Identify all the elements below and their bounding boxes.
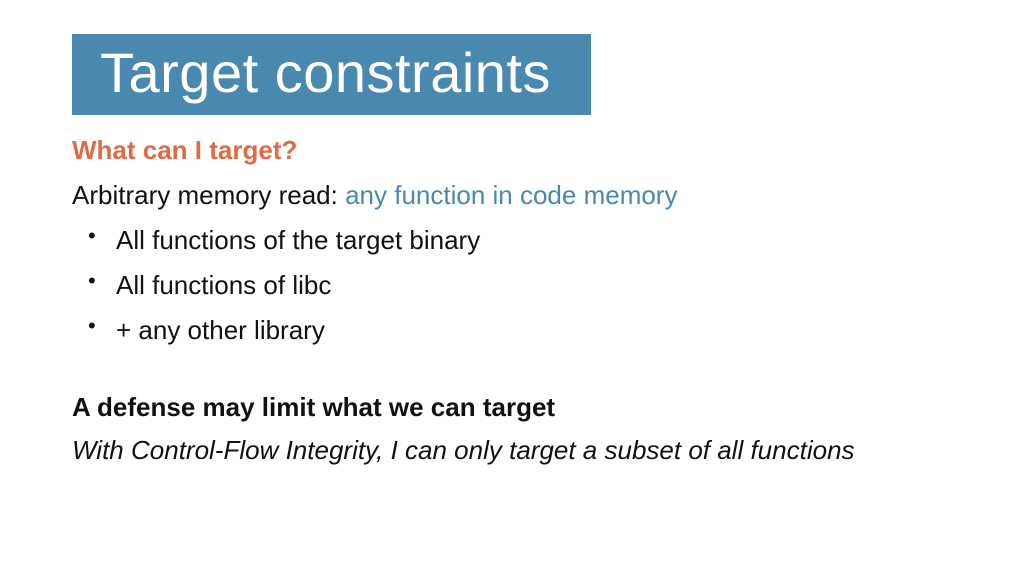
intro-highlight: any function in code memory	[345, 180, 677, 210]
subheading: What can I target?	[72, 135, 952, 166]
bullet-list: All functions of the target binary All f…	[72, 225, 952, 346]
intro-prefix: Arbitrary memory read:	[72, 180, 345, 210]
list-item: All functions of libc	[72, 270, 952, 301]
slide-title: Target constraints	[72, 34, 591, 115]
defense-note: With Control-Flow Integrity, I can only …	[72, 435, 952, 466]
list-item: + any other library	[72, 315, 952, 346]
intro-line: Arbitrary memory read: any function in c…	[72, 180, 952, 211]
slide: Target constraints What can I target? Ar…	[0, 0, 1024, 576]
list-item: All functions of the target binary	[72, 225, 952, 256]
defense-heading: A defense may limit what we can target	[72, 392, 952, 423]
